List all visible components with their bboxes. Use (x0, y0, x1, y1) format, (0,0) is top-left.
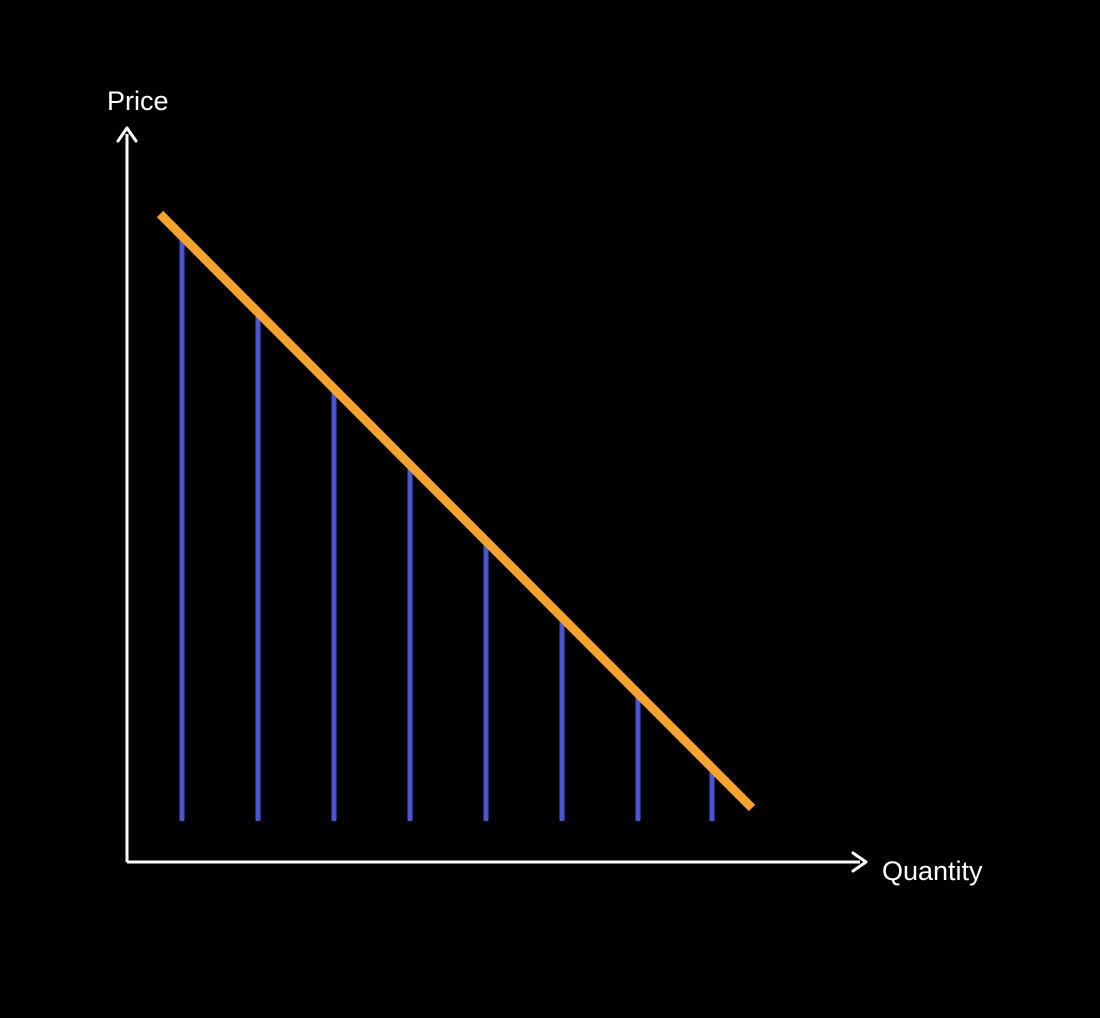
demand-curve (156, 210, 756, 812)
x-axis-label: Quantity (882, 856, 983, 886)
y-axis-arrowhead (116, 126, 138, 143)
y-axis-label: Price (107, 86, 169, 116)
x-axis-arrowhead (851, 851, 868, 873)
